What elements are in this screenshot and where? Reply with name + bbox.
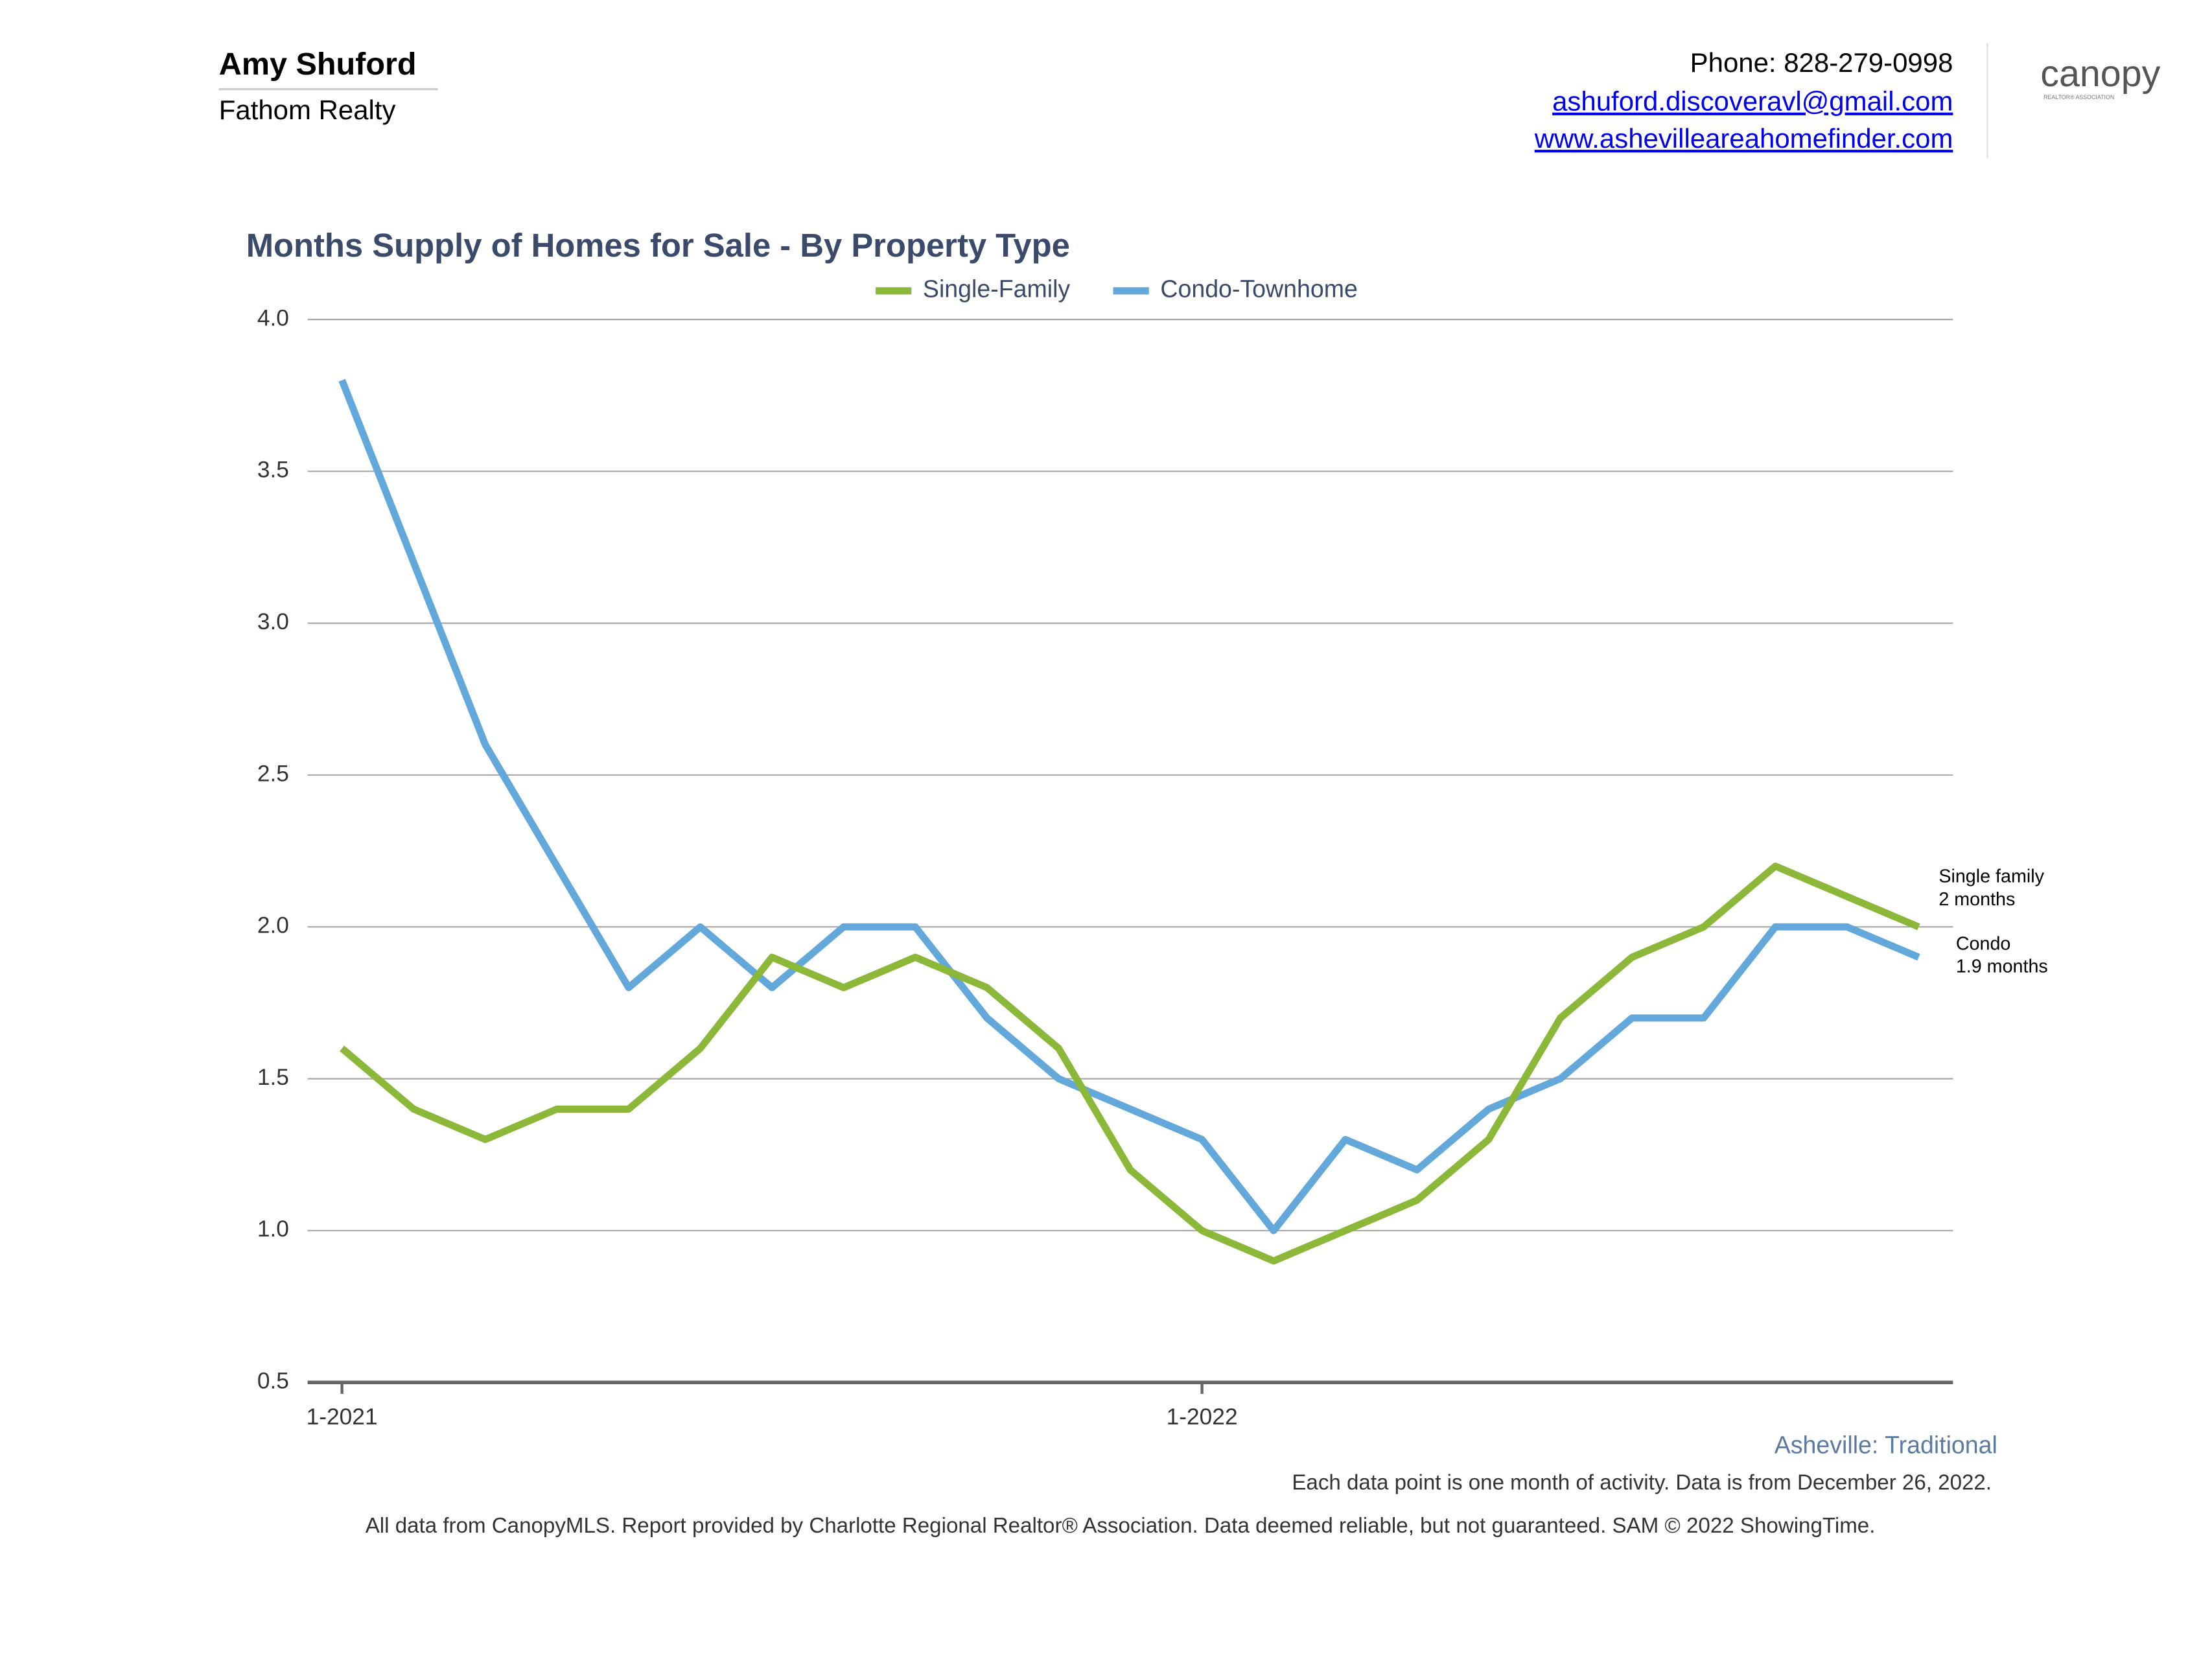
y-tick-label: 3.5: [257, 458, 289, 483]
y-tick-label: 2.0: [257, 913, 289, 938]
legend-label: Single-Family: [923, 275, 1070, 303]
phone: Phone: 828-279-0998: [1690, 47, 1953, 78]
annotation: Condo: [1956, 933, 2011, 954]
series-line: [340, 863, 1920, 1265]
logo-sub: REALTOR® ASSOCIATION: [2043, 94, 2114, 100]
annotation: 2 months: [1938, 889, 2015, 910]
chart-title: Months Supply of Homes for Sale - By Pro…: [246, 227, 1070, 264]
y-tick-label: 1.5: [257, 1065, 289, 1090]
y-tick-label: 3.0: [257, 609, 289, 634]
y-tick-label: 2.5: [257, 761, 289, 786]
y-tick-label: 0.5: [257, 1369, 289, 1394]
footnote: Each data point is one month of activity…: [1292, 1471, 1992, 1495]
y-tick-label: 4.0: [257, 305, 289, 331]
email-link[interactable]: ashuford.discoveravl@gmail.com: [1552, 86, 1953, 117]
x-tick-label: 1-2022: [1167, 1404, 1238, 1430]
x-tick-label: 1-2021: [307, 1404, 378, 1430]
agent-name: Amy Shuford: [219, 47, 417, 82]
agent-company: Fathom Realty: [219, 95, 396, 125]
series-line: [338, 378, 1920, 1235]
disclaimer: All data from CanopyMLS. Report provided…: [366, 1514, 1876, 1538]
website-link[interactable]: www.ashevilleareahomefinder.com: [1534, 123, 1953, 154]
logo: canopy: [2040, 53, 2160, 95]
annotation: 1.9 months: [1956, 957, 2048, 977]
annotation: Single family: [1938, 866, 2044, 887]
region-label: Asheville: Traditional: [1775, 1431, 1997, 1458]
legend-label: Condo-Townhome: [1160, 275, 1357, 303]
y-tick-label: 1.0: [257, 1216, 289, 1242]
